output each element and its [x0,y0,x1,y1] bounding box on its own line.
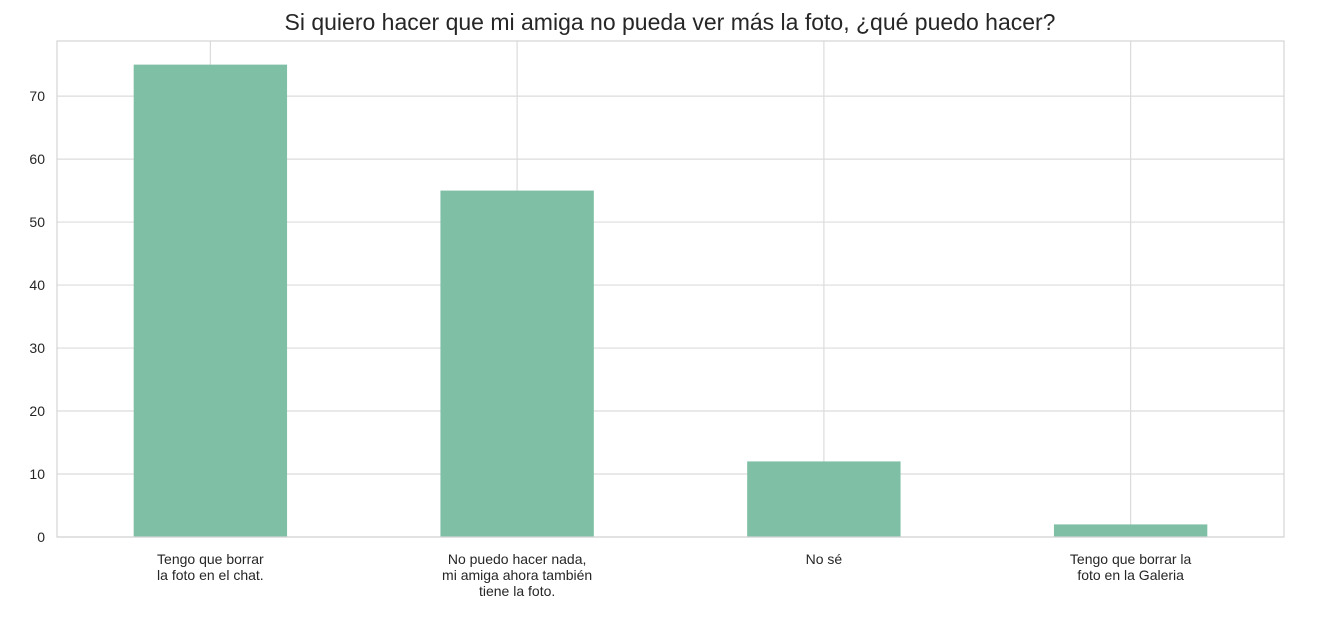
x-tick-label: No sé [806,551,843,567]
bar [1053,524,1208,537]
bar [440,190,594,538]
plot-frame [56,40,1285,538]
bar [747,461,901,537]
y-axis-ticks: 0 10 20 30 40 50 60 70 [29,88,45,545]
y-tick-label: 0 [37,529,45,545]
x-tick-label: Tengo que borrar la foto en la Galeria [1070,551,1192,583]
y-tick-label: 10 [29,466,45,482]
y-tick-label: 30 [29,340,45,356]
y-tick-label: 20 [29,403,45,419]
y-tick-label: 40 [29,277,45,293]
x-tick-label-line: la foto en el chat. [157,567,264,583]
y-tick-label: 50 [29,214,45,230]
x-tick-label-line: foto en la Galeria [1077,567,1184,583]
x-tick-label-line: No puedo hacer nada, [448,551,587,567]
bar [133,64,288,537]
y-tick-label: 70 [29,88,45,104]
x-tick-label: No puedo hacer nada, mi amiga ahora tambi… [442,551,592,599]
x-tick-label: Tengo que borrar la foto en el chat. [157,551,264,583]
x-tick-label-line: Tengo que borrar [157,551,264,567]
x-axis-ticks: Tengo que borrar la foto en el chat. No pu… [157,551,1191,599]
x-tick-label-line: No sé [806,551,843,567]
x-tick-label-line: mi amiga ahora también [442,567,592,583]
chart-title: Si quiero hacer que mi amiga no pueda ve… [285,9,1056,35]
x-tick-label-line: Tengo que borrar la [1070,551,1192,567]
y-tick-label: 60 [29,151,45,167]
bars [133,64,1208,538]
x-tick-label-line: tiene la foto. [479,583,555,599]
